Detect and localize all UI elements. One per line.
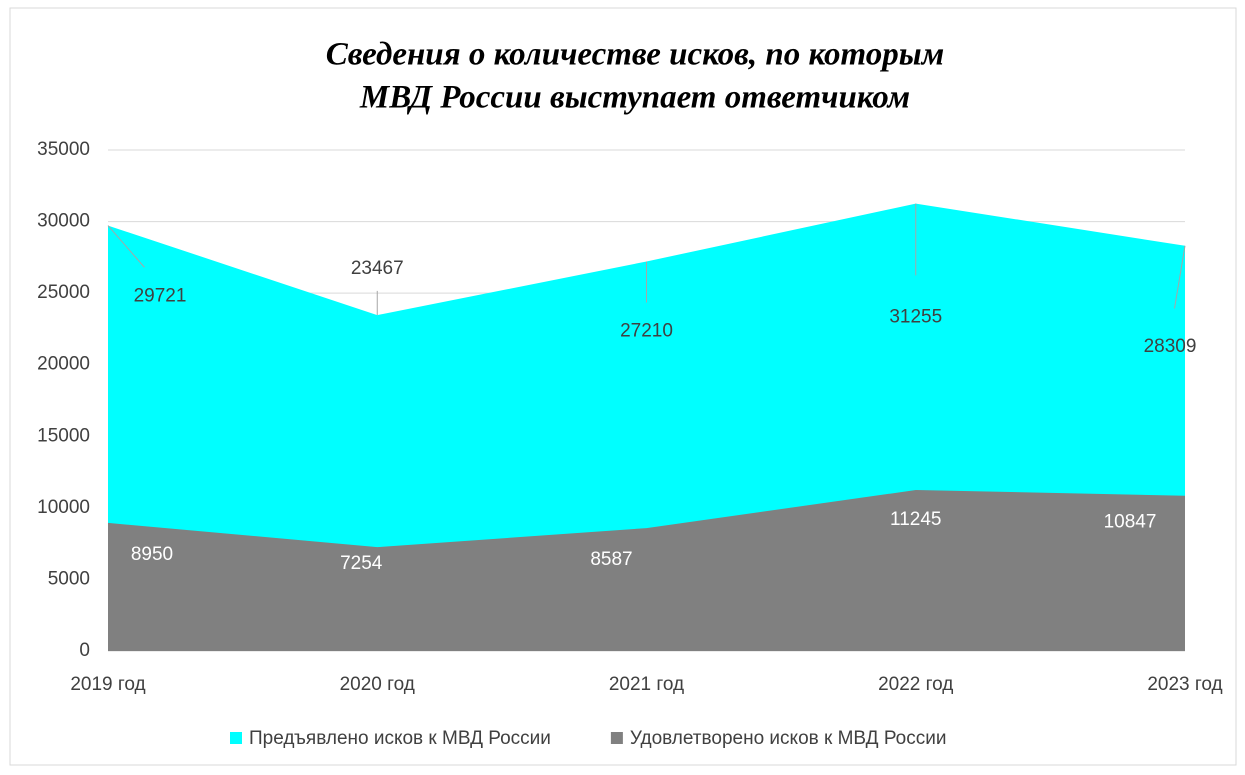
chart-title: МВД России выступает ответчиком: [359, 80, 910, 116]
legend-label: Удовлетворено исков к МВД России: [630, 728, 947, 749]
data-label: 10847: [1104, 512, 1157, 533]
data-label: 31255: [889, 307, 942, 328]
y-tick-label: 30000: [37, 211, 90, 232]
x-tick-label: 2023 год: [1147, 674, 1222, 695]
y-tick-label: 0: [79, 640, 90, 661]
x-tick-label: 2022 год: [878, 674, 953, 695]
x-tick-label: 2020 год: [340, 674, 415, 695]
y-tick-label: 35000: [37, 139, 90, 160]
y-tick-label: 25000: [37, 282, 90, 303]
y-tick-label: 5000: [48, 568, 90, 589]
data-label: 29721: [134, 286, 187, 307]
data-label: 27210: [620, 321, 673, 342]
y-tick-label: 10000: [37, 497, 90, 518]
data-label: 8950: [131, 544, 173, 565]
y-tick-label: 15000: [37, 425, 90, 446]
x-tick-label: 2019 год: [70, 674, 145, 695]
y-tick-label: 20000: [37, 354, 90, 375]
data-label: 7254: [340, 553, 383, 574]
leader-line: [107, 225, 145, 268]
legend-swatch: [610, 732, 623, 744]
chart-title: Сведения о количестве исков, по которым: [326, 37, 944, 73]
data-label: 11245: [890, 509, 941, 530]
data-label: 28309: [1144, 336, 1197, 357]
area: [108, 490, 1185, 651]
x-tick-label: 2021 год: [609, 674, 684, 695]
data-label: 8587: [590, 549, 632, 570]
legend-swatch: [230, 732, 242, 744]
leader-line: [1174, 245, 1186, 309]
legend-label: Предъявлено исков к МВД России: [249, 728, 551, 749]
data-label: 23467: [351, 258, 404, 279]
